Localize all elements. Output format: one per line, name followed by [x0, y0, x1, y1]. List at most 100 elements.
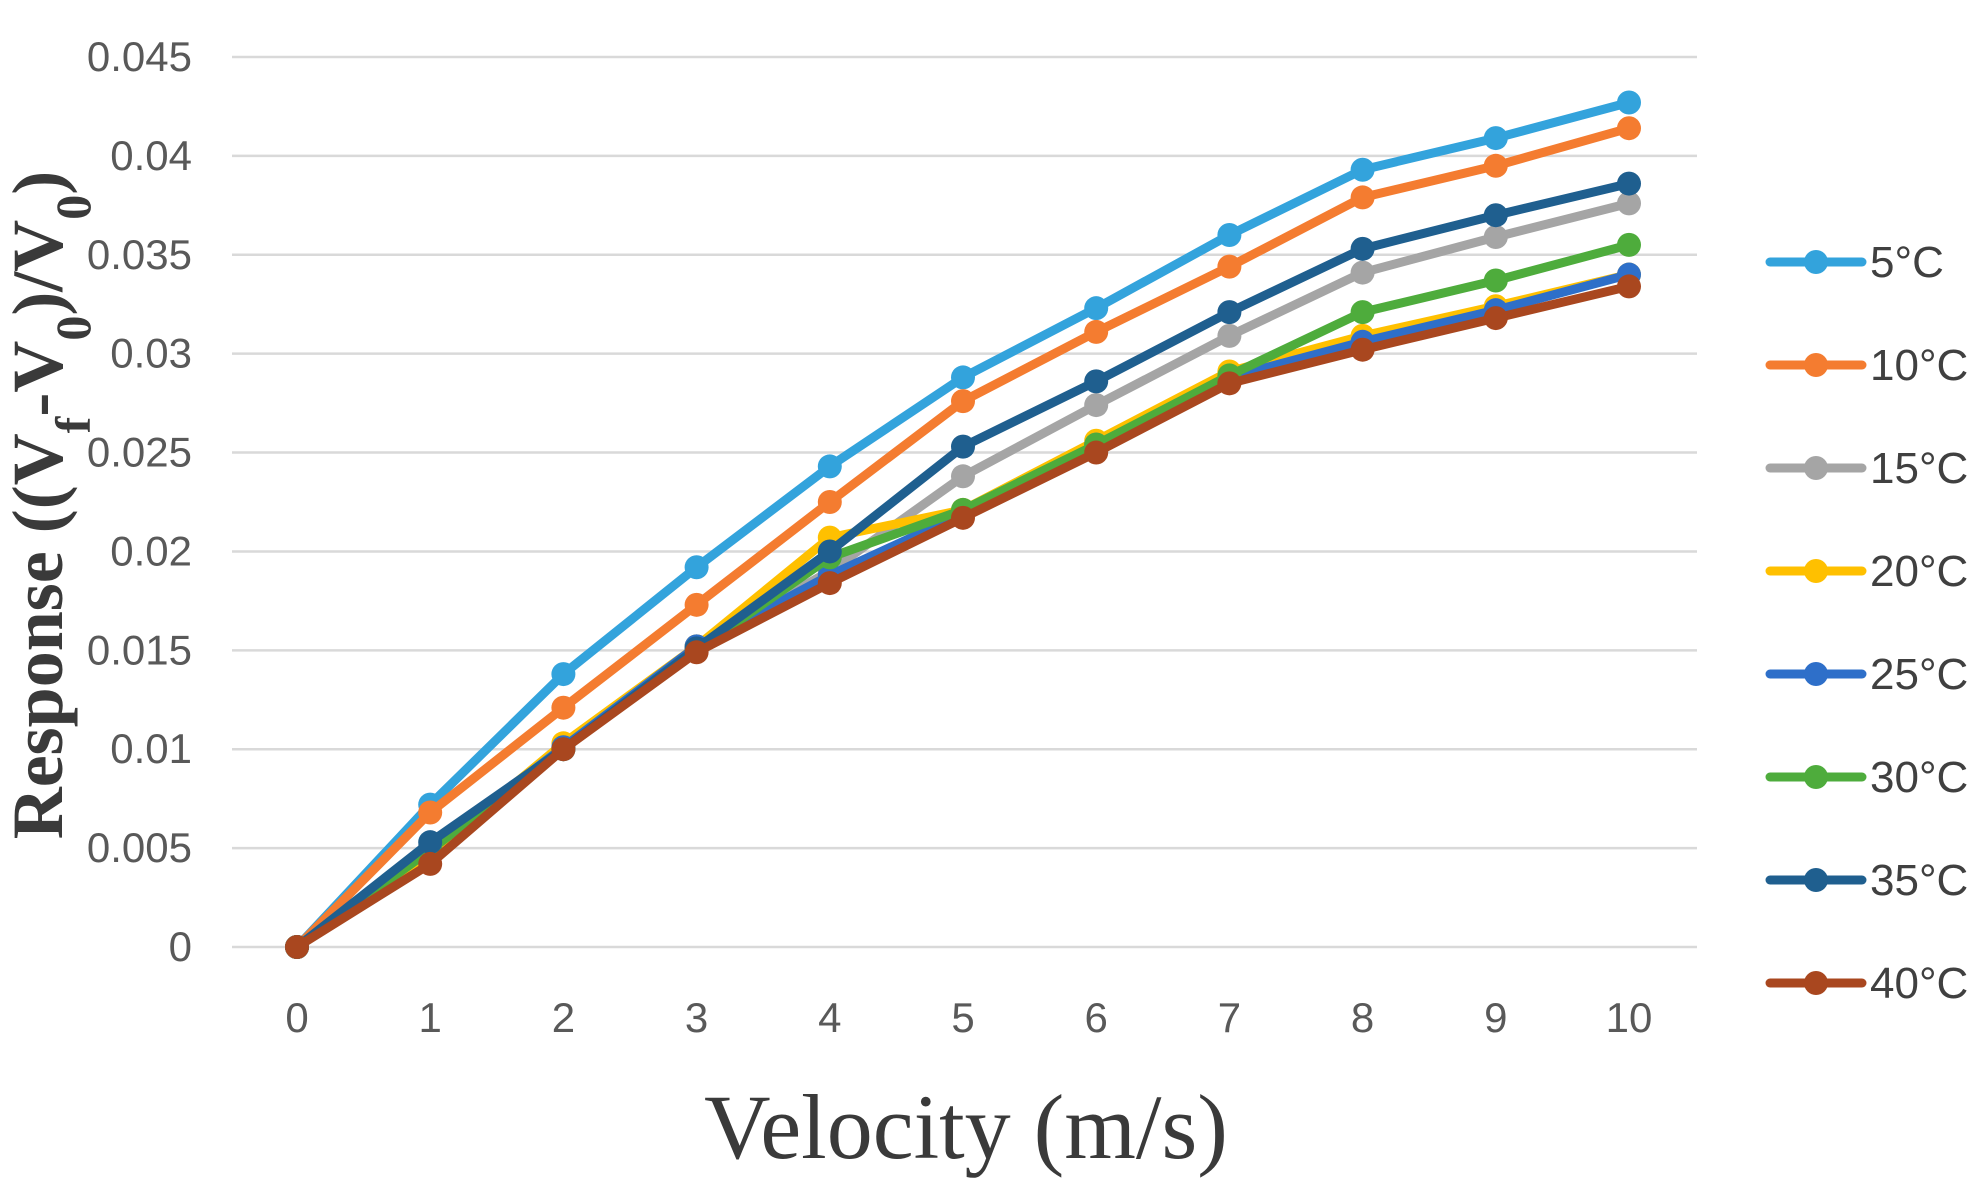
series-5 — [285, 232, 1641, 959]
data-point — [1350, 185, 1375, 210]
data-point — [951, 434, 975, 459]
data-point — [1084, 440, 1109, 465]
legend-item: 15°C — [1765, 444, 1968, 493]
y-axis-ticks: 0 0.005 0.01 0.015 0.02 0.025 0.03 0.035 0.04 0.0… — [87, 33, 192, 970]
data-point — [551, 737, 576, 762]
y-axis-label: Response ((Vf-V0)/V0) — [0, 171, 101, 840]
data-point — [1217, 371, 1242, 396]
legend-swatch-marker — [1804, 868, 1828, 892]
data-point — [1084, 369, 1109, 394]
data-point — [684, 640, 709, 665]
data-point — [1617, 191, 1641, 216]
y-axis-label-sub-0a: 0 — [45, 316, 101, 341]
data-point — [1617, 116, 1641, 141]
data-point — [1617, 90, 1641, 115]
data-point — [418, 851, 443, 876]
y-axis-label-mid: -V — [0, 341, 78, 417]
data-point — [817, 490, 842, 514]
legend-label: 15°C — [1870, 444, 1968, 493]
data-point — [418, 830, 443, 855]
data-point — [1084, 393, 1109, 418]
data-point — [951, 505, 975, 530]
data-point — [951, 389, 975, 414]
data-point — [1483, 153, 1508, 178]
legend-swatch-marker — [1804, 971, 1828, 995]
y-tick-label: 0.02 — [110, 527, 192, 574]
y-axis-label-sub-f: f — [45, 415, 101, 433]
legend-swatch-marker — [1804, 765, 1828, 789]
x-axis-label: Velocity (m/s) — [704, 1076, 1228, 1178]
data-point — [1350, 260, 1375, 285]
legend-label: 10°C — [1870, 341, 1968, 390]
x-axis-ticks: 0 1 2 3 4 5 6 7 8 9 10 — [285, 994, 1652, 1041]
legend-label: 40°C — [1870, 959, 1968, 1008]
data-point — [951, 464, 975, 489]
legend-swatch-marker — [1804, 559, 1828, 583]
legend-swatch-marker — [1804, 250, 1828, 274]
x-tick-label: 5 — [951, 994, 974, 1041]
data-point — [1617, 274, 1641, 299]
x-tick-label: 2 — [552, 994, 575, 1041]
data-point — [1483, 126, 1508, 151]
legend-swatch-marker — [1804, 662, 1828, 686]
legend-label: 20°C — [1870, 547, 1968, 596]
data-point — [1217, 300, 1242, 325]
x-tick-label: 9 — [1484, 994, 1507, 1041]
data-point — [1483, 306, 1508, 331]
legend-item: 40°C — [1765, 959, 1968, 1008]
x-tick-label: 6 — [1085, 994, 1108, 1041]
y-tick-label: 0.04 — [110, 132, 192, 179]
data-point — [1483, 224, 1508, 249]
series-2 — [285, 191, 1641, 959]
legend-swatch-marker — [1804, 353, 1828, 377]
legend-label: 30°C — [1870, 753, 1968, 802]
data-point — [1483, 203, 1508, 228]
data-point — [1217, 254, 1242, 279]
y-tick-label: 0.035 — [87, 231, 192, 278]
data-point — [684, 592, 709, 617]
legend-label: 35°C — [1870, 856, 1968, 905]
y-axis-label-suffix: ) — [0, 171, 78, 195]
legend-label: 5°C — [1870, 238, 1944, 287]
data-point — [551, 662, 576, 687]
x-tick-label: 0 — [285, 994, 308, 1041]
x-tick-label: 4 — [818, 994, 841, 1041]
data-point — [285, 935, 309, 959]
x-tick-label: 7 — [1218, 994, 1241, 1041]
y-tick-label: 0 — [169, 923, 192, 970]
x-tick-label: 3 — [685, 994, 708, 1041]
data-point — [1350, 157, 1375, 182]
data-point — [1217, 323, 1242, 348]
y-tick-label: 0.015 — [87, 626, 192, 673]
x-tick-label: 8 — [1351, 994, 1374, 1041]
legend-item: 5°C — [1765, 238, 1944, 287]
data-point — [817, 539, 842, 564]
data-point — [1483, 268, 1508, 293]
legend-item: 35°C — [1765, 856, 1968, 905]
legend-item: 25°C — [1765, 650, 1968, 699]
x-tick-label: 1 — [419, 994, 442, 1041]
series-layer — [285, 90, 1641, 959]
series-line — [292, 240, 1634, 952]
y-axis-label-mid2: )/V — [0, 220, 78, 316]
legend-item: 10°C — [1765, 341, 1968, 390]
data-point — [1350, 236, 1375, 261]
data-point — [1084, 296, 1109, 321]
y-tick-label: 0.005 — [87, 824, 192, 871]
data-point — [1350, 300, 1375, 325]
y-axis-label-prefix: Response ((V — [0, 433, 78, 839]
data-point — [1617, 232, 1641, 257]
data-point — [1217, 223, 1242, 247]
y-tick-label: 0.025 — [87, 429, 192, 476]
x-tick-label: 10 — [1606, 994, 1653, 1041]
legend: 5°C 10°C 15°C 20°C 25°C 30°C 35°C 40°C — [1765, 238, 1968, 1008]
legend-item: 30°C — [1765, 753, 1968, 802]
series-1 — [285, 116, 1641, 959]
data-point — [1084, 319, 1109, 344]
series-line — [292, 198, 1634, 952]
y-tick-label: 0.03 — [110, 330, 192, 377]
data-point — [951, 365, 975, 390]
data-point — [418, 800, 443, 825]
